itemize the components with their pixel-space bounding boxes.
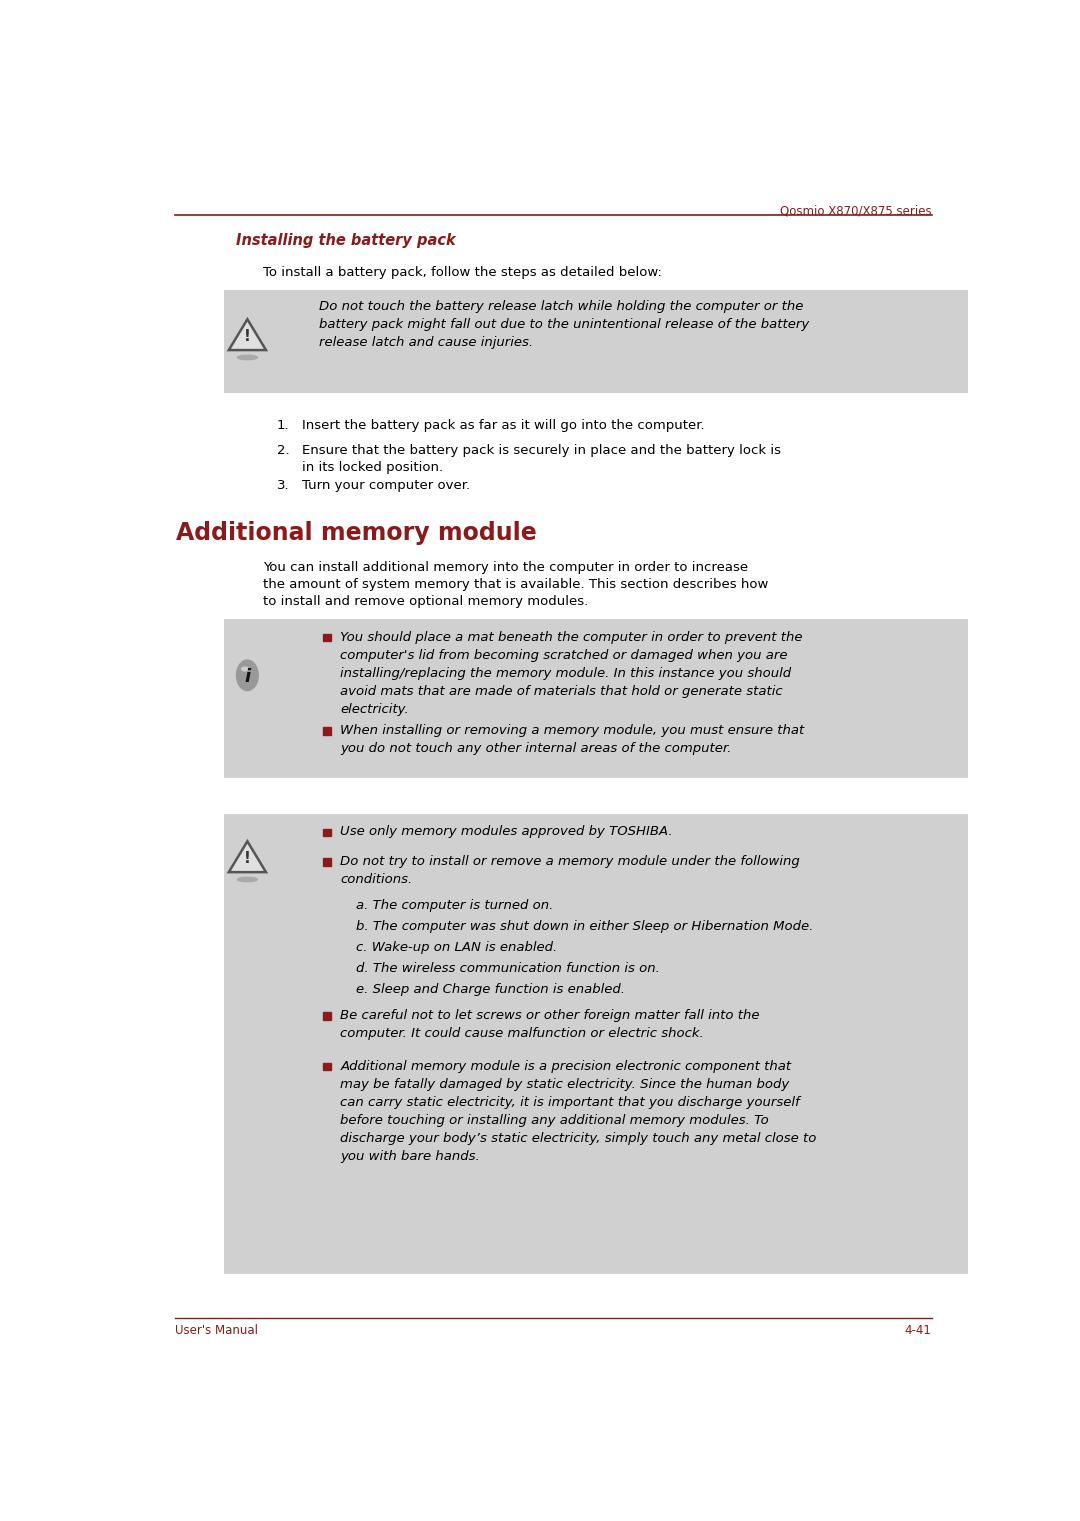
Text: Turn your computer over.: Turn your computer over. bbox=[301, 479, 470, 491]
FancyBboxPatch shape bbox=[225, 291, 968, 392]
Text: !: ! bbox=[244, 852, 251, 865]
Text: Ensure that the battery pack is securely in place and the battery lock is
in its: Ensure that the battery pack is securely… bbox=[301, 444, 781, 475]
Bar bbox=[323, 1063, 332, 1071]
Bar bbox=[323, 634, 332, 642]
Text: When installing or removing a memory module, you must ensure that
you do not tou: When installing or removing a memory mod… bbox=[340, 724, 805, 754]
Text: Do not touch the battery release latch while holding the computer or the
battery: Do not touch the battery release latch w… bbox=[320, 300, 810, 350]
Ellipse shape bbox=[242, 668, 248, 671]
Text: c. Wake-up on LAN is enabled.: c. Wake-up on LAN is enabled. bbox=[356, 941, 557, 954]
Text: Installing the battery pack: Installing the battery pack bbox=[235, 233, 456, 248]
Polygon shape bbox=[229, 319, 266, 350]
Bar bbox=[323, 829, 332, 837]
Ellipse shape bbox=[238, 878, 257, 882]
Text: 1.: 1. bbox=[276, 418, 289, 432]
Bar bbox=[323, 727, 332, 735]
Text: a. The computer is turned on.: a. The computer is turned on. bbox=[356, 899, 553, 911]
Text: d. The wireless communication function is on.: d. The wireless communication function i… bbox=[356, 961, 660, 975]
FancyBboxPatch shape bbox=[225, 814, 968, 1275]
Text: Additional memory module is a precision electronic component that
may be fatally: Additional memory module is a precision … bbox=[340, 1060, 816, 1162]
Bar bbox=[323, 1011, 332, 1019]
Text: !: ! bbox=[244, 329, 251, 344]
Text: Insert the battery pack as far as it will go into the computer.: Insert the battery pack as far as it wil… bbox=[301, 418, 704, 432]
Text: You can install additional memory into the computer in order to increase
the amo: You can install additional memory into t… bbox=[262, 561, 768, 608]
Bar bbox=[323, 858, 332, 865]
Text: 4-41: 4-41 bbox=[905, 1323, 932, 1337]
Ellipse shape bbox=[237, 660, 258, 691]
Text: 3.: 3. bbox=[276, 479, 289, 491]
Text: You should place a mat beneath the computer in order to prevent the
computer's l: You should place a mat beneath the compu… bbox=[340, 631, 802, 716]
Text: b. The computer was shut down in either Sleep or Hibernation Mode.: b. The computer was shut down in either … bbox=[356, 920, 813, 934]
Text: i: i bbox=[244, 668, 251, 686]
Text: Do not try to install or remove a memory module under the following
conditions.: Do not try to install or remove a memory… bbox=[340, 855, 800, 885]
Text: e. Sleep and Charge function is enabled.: e. Sleep and Charge function is enabled. bbox=[356, 983, 625, 996]
Text: Qosmio X870/X875 series: Qosmio X870/X875 series bbox=[780, 204, 932, 218]
Text: Use only memory modules approved by TOSHIBA.: Use only memory modules approved by TOSH… bbox=[340, 826, 673, 838]
Text: Be careful not to let screws or other foreign matter fall into the
computer. It : Be careful not to let screws or other fo… bbox=[340, 1008, 760, 1040]
Ellipse shape bbox=[238, 356, 257, 359]
Text: Additional memory module: Additional memory module bbox=[176, 522, 537, 546]
Polygon shape bbox=[229, 841, 266, 872]
FancyBboxPatch shape bbox=[225, 619, 968, 777]
Text: To install a battery pack, follow the steps as detailed below:: To install a battery pack, follow the st… bbox=[262, 266, 662, 278]
Text: User's Manual: User's Manual bbox=[175, 1323, 258, 1337]
Text: 2.: 2. bbox=[276, 444, 289, 458]
